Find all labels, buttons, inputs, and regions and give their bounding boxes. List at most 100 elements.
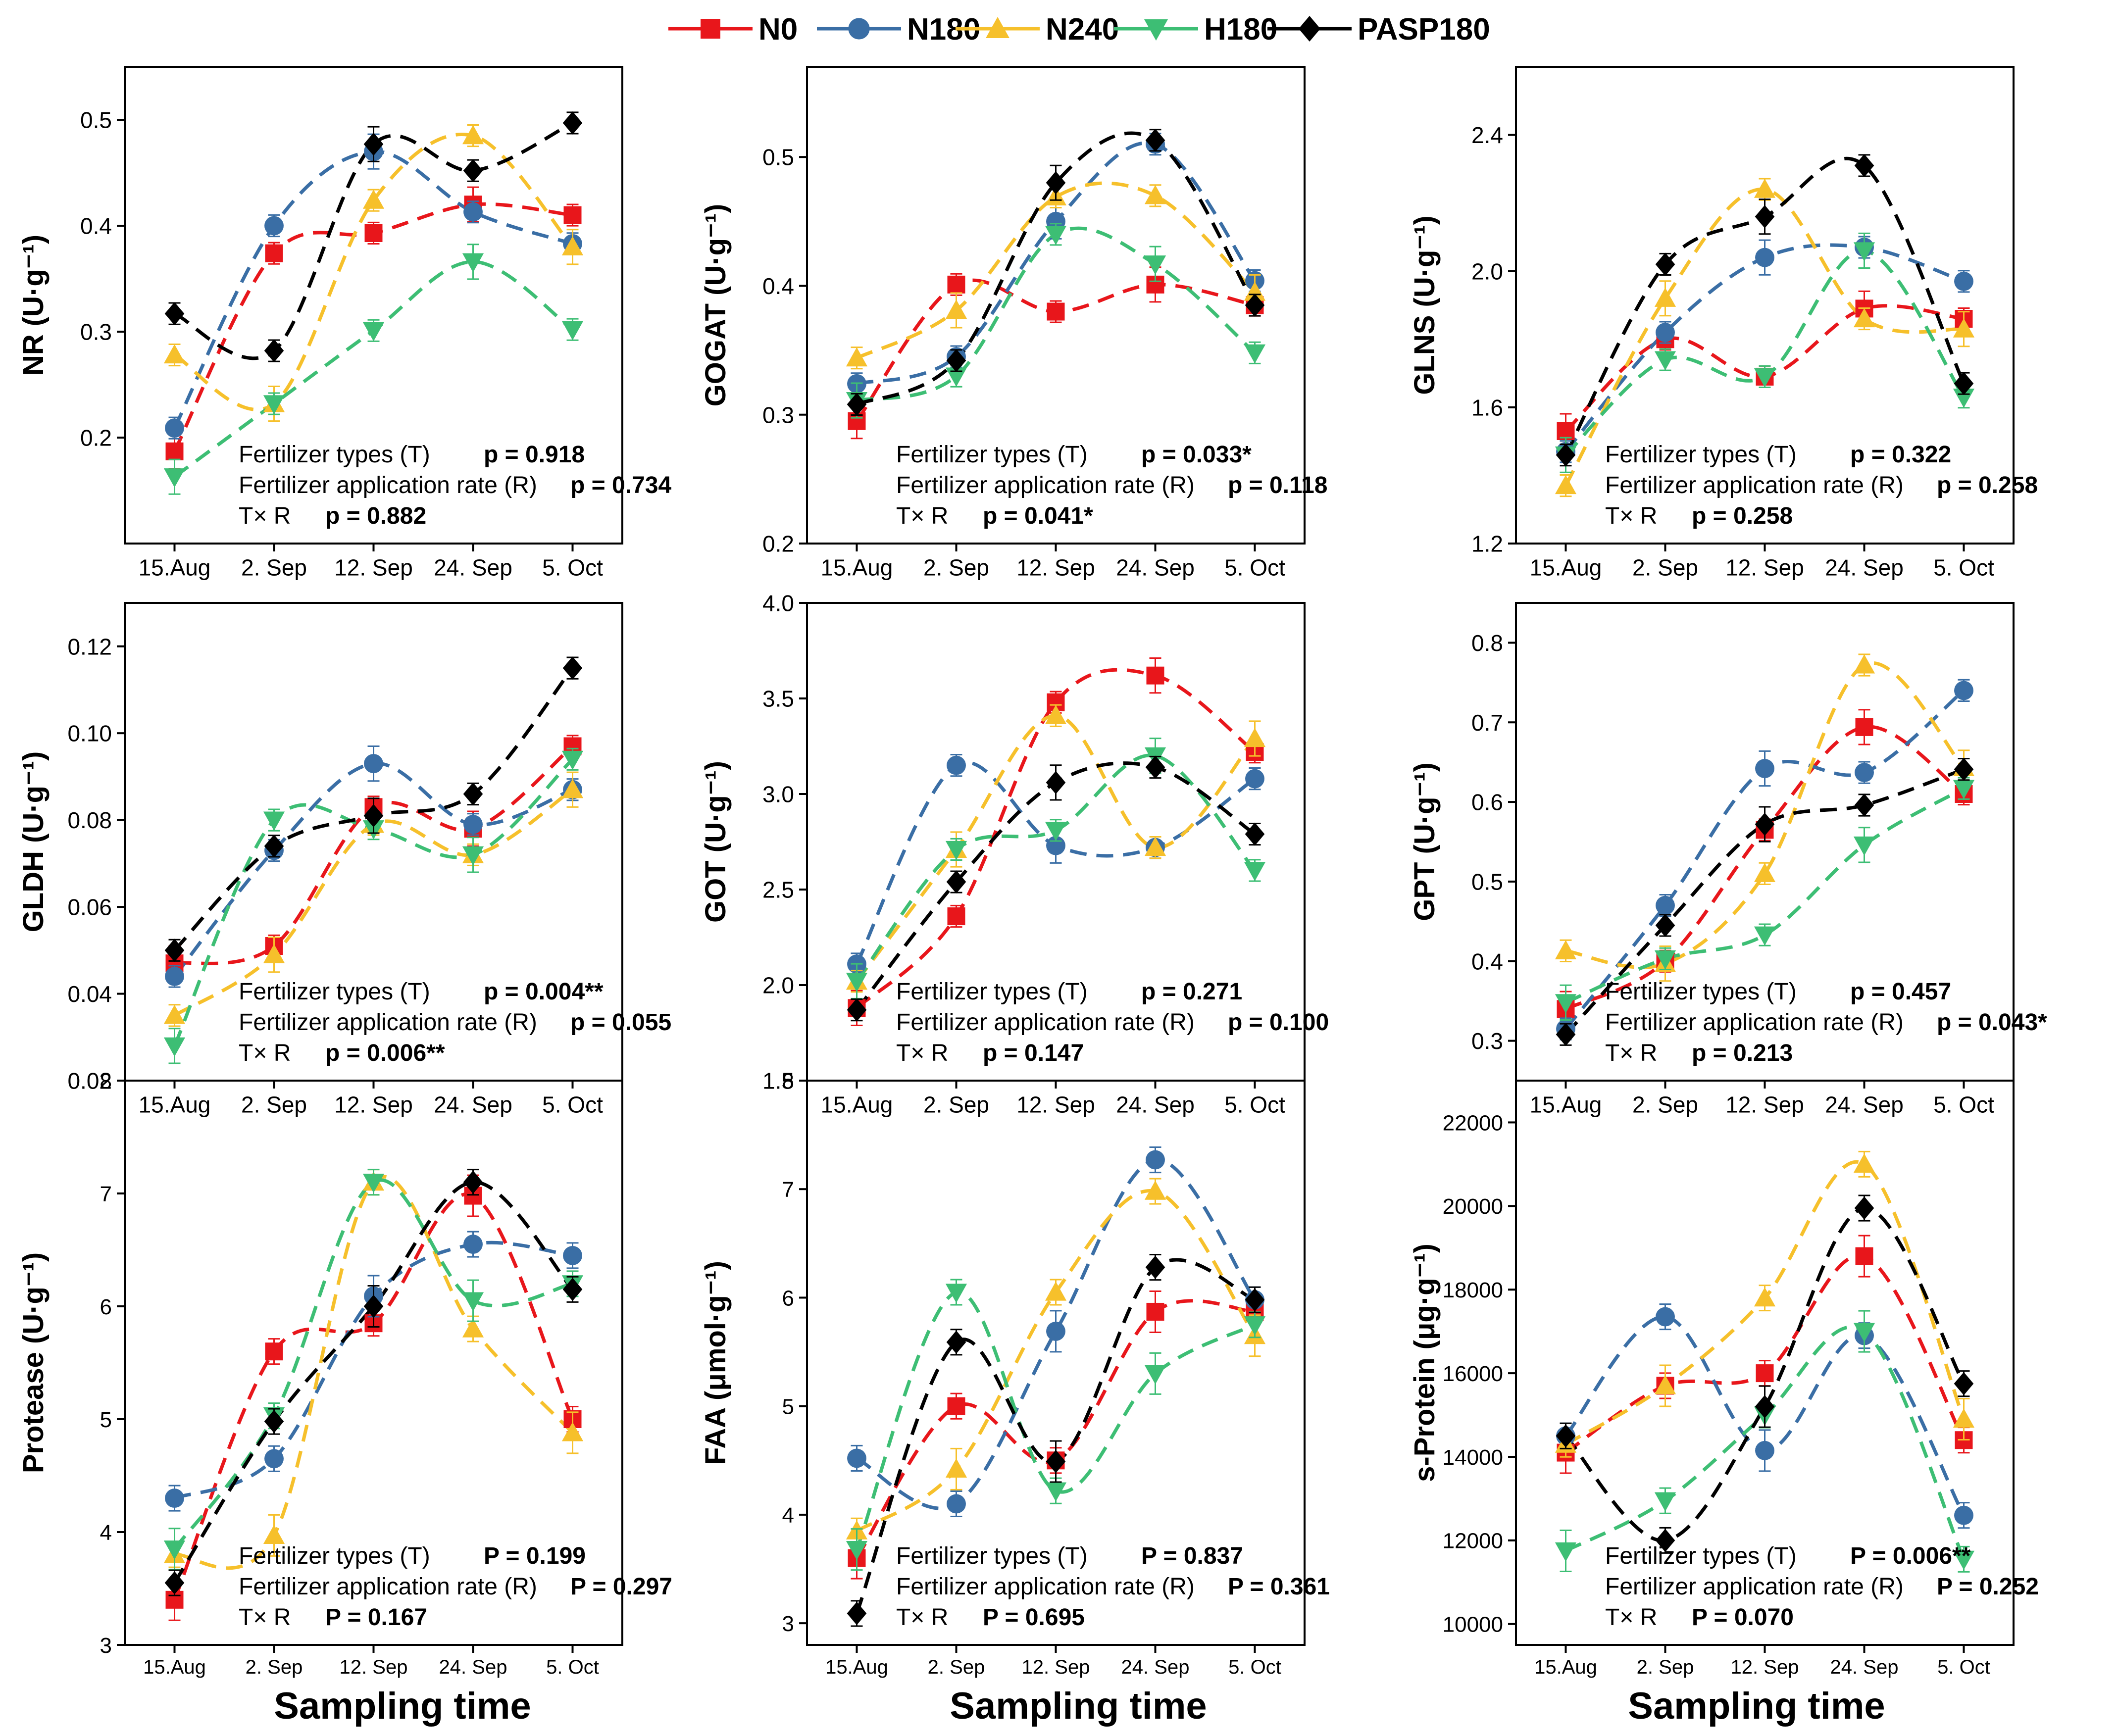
data-point-n240 bbox=[561, 236, 584, 255]
series-line-n240 bbox=[856, 181, 1256, 360]
stat-label: T× R bbox=[896, 503, 948, 529]
y-tick-label: 0.2 bbox=[762, 531, 794, 557]
x-tick-label: 24. Sep bbox=[439, 1656, 507, 1678]
series-line-n180 bbox=[1564, 243, 1965, 453]
stat-pvalue: P = 0.199 bbox=[484, 1543, 586, 1569]
data-point-h180 bbox=[846, 973, 868, 992]
data-point-h180 bbox=[1654, 1492, 1676, 1512]
x-tick-label: 15.Aug bbox=[139, 554, 211, 580]
data-point-pasp180 bbox=[562, 1278, 583, 1301]
stat-label: Fertilizer application rate (R) bbox=[896, 1574, 1195, 1600]
data-point-n180 bbox=[1954, 271, 1973, 291]
y-tick-label: 0.5 bbox=[80, 107, 112, 133]
x-tick-label: 15.Aug bbox=[1530, 554, 1602, 580]
data-point-n180 bbox=[364, 754, 383, 774]
data-point-n0 bbox=[947, 275, 965, 294]
data-point-h180 bbox=[362, 1174, 385, 1193]
legend-label-h180: H180 bbox=[1204, 12, 1277, 47]
y-tick-label: 18000 bbox=[1443, 1278, 1503, 1302]
series-line-pasp180 bbox=[856, 131, 1257, 406]
stat-pvalue: P = 0.837 bbox=[1141, 1543, 1243, 1569]
stat-pvalue: P = 0.252 bbox=[1937, 1574, 2039, 1600]
stat-label: Fertilizer types (T) bbox=[239, 1543, 430, 1569]
data-point-n240 bbox=[1144, 837, 1166, 856]
data-point-pasp180 bbox=[1755, 812, 1775, 836]
data-point-pasp180 bbox=[847, 393, 867, 416]
x-tick-label: 5. Oct bbox=[1224, 554, 1285, 580]
data-point-n240 bbox=[945, 299, 967, 319]
data-point-pasp180 bbox=[1954, 757, 1974, 781]
data-point-pasp180 bbox=[1854, 1196, 1874, 1220]
data-point-n180 bbox=[1656, 323, 1675, 342]
data-point-h180 bbox=[1754, 926, 1776, 946]
series-line-n180 bbox=[855, 760, 1256, 965]
data-point-h180 bbox=[1654, 950, 1676, 970]
stat-pvalue: p = 0.006** bbox=[325, 1040, 445, 1066]
data-point-pasp180 bbox=[1954, 372, 1974, 396]
x-tick-label: 2. Sep bbox=[923, 554, 989, 580]
y-tick-label: 0.8 bbox=[1471, 630, 1503, 656]
y-tick-label: 0.06 bbox=[67, 894, 112, 920]
stat-pvalue: p = 0.258 bbox=[1937, 472, 2038, 498]
data-point-n240 bbox=[846, 347, 868, 367]
data-point-n180 bbox=[847, 1448, 866, 1468]
data-point-pasp180 bbox=[1145, 128, 1165, 152]
data-point-n0 bbox=[265, 1342, 283, 1361]
y-tick-label: 7 bbox=[782, 1178, 794, 1202]
y-tick-label: 12000 bbox=[1443, 1529, 1503, 1553]
y-tick-label: 2.5 bbox=[762, 877, 794, 903]
data-point-n180 bbox=[165, 418, 184, 438]
y-tick-label: 0.7 bbox=[1471, 710, 1503, 736]
x-tick-label: 2. Sep bbox=[246, 1656, 303, 1678]
data-point-h180 bbox=[1754, 368, 1776, 388]
y-tick-label: 0.10 bbox=[67, 721, 112, 746]
data-point-pasp180 bbox=[1655, 913, 1675, 937]
x-tick-label: 15.Aug bbox=[825, 1656, 888, 1678]
data-point-h180 bbox=[163, 1540, 186, 1560]
y-tick-label: 2.4 bbox=[1471, 122, 1503, 148]
stat-label: T× R bbox=[1605, 1604, 1657, 1631]
series-line-n240 bbox=[173, 132, 574, 411]
x-axis-title-col-2: Sampling time bbox=[950, 1685, 1207, 1727]
data-point-n180 bbox=[1755, 759, 1774, 778]
x-tick-label: 24. Sep bbox=[1825, 1091, 1904, 1117]
data-point-n240 bbox=[462, 1318, 484, 1338]
data-point-h180 bbox=[1244, 862, 1266, 881]
panel-s-protein: 10000 12000 14000 16000 18000 20000 22000 15.Au… bbox=[1409, 1080, 2039, 1678]
data-point-n240 bbox=[1654, 288, 1676, 307]
data-point-n0 bbox=[563, 206, 582, 224]
data-point-n240 bbox=[1654, 1375, 1676, 1394]
data-point-n240 bbox=[1045, 705, 1067, 724]
y-tick-label: 3 bbox=[782, 1612, 794, 1636]
legend: N0 N180 N240 H180 PASP180 bbox=[668, 12, 1490, 47]
legend-marker-n180 bbox=[848, 18, 870, 40]
stat-pvalue: P = 0.167 bbox=[325, 1604, 427, 1631]
data-point-h180 bbox=[462, 846, 484, 866]
stat-label: Fertilizer application rate (R) bbox=[1605, 1009, 1904, 1036]
y-tick-label: 0.2 bbox=[80, 425, 112, 451]
data-point-h180 bbox=[263, 811, 285, 831]
x-tick-label: 24. Sep bbox=[434, 554, 512, 580]
data-point-n0 bbox=[1146, 1302, 1164, 1321]
x-axis-title-col-3: Sampling time bbox=[1628, 1685, 1885, 1727]
data-point-h180 bbox=[1953, 780, 1975, 799]
stat-pvalue: p = 0.213 bbox=[1692, 1040, 1793, 1066]
x-tick-label: 24. Sep bbox=[434, 1091, 512, 1117]
series-line-h180 bbox=[173, 1178, 573, 1550]
series-line-pasp180 bbox=[855, 761, 1256, 1011]
stat-label: T× R bbox=[1605, 1040, 1657, 1066]
data-point-n0 bbox=[265, 244, 283, 262]
stat-label: Fertilizer types (T) bbox=[239, 442, 430, 468]
data-point-n240 bbox=[362, 190, 385, 209]
data-point-n240 bbox=[945, 1458, 967, 1478]
stat-pvalue: P = 0.297 bbox=[570, 1574, 672, 1600]
y-tick-label: 10000 bbox=[1443, 1613, 1503, 1637]
data-point-n240 bbox=[1853, 654, 1875, 674]
x-tick-label: 12. Sep bbox=[1725, 1091, 1804, 1117]
x-tick-label: 15.Aug bbox=[821, 1091, 893, 1117]
data-point-h180 bbox=[362, 322, 385, 342]
x-tick-label: 2. Sep bbox=[241, 554, 307, 580]
series-line-n0 bbox=[855, 278, 1256, 422]
y-axis-label: GPT (U·g⁻¹) bbox=[1409, 762, 1441, 921]
data-point-h180 bbox=[945, 841, 967, 860]
